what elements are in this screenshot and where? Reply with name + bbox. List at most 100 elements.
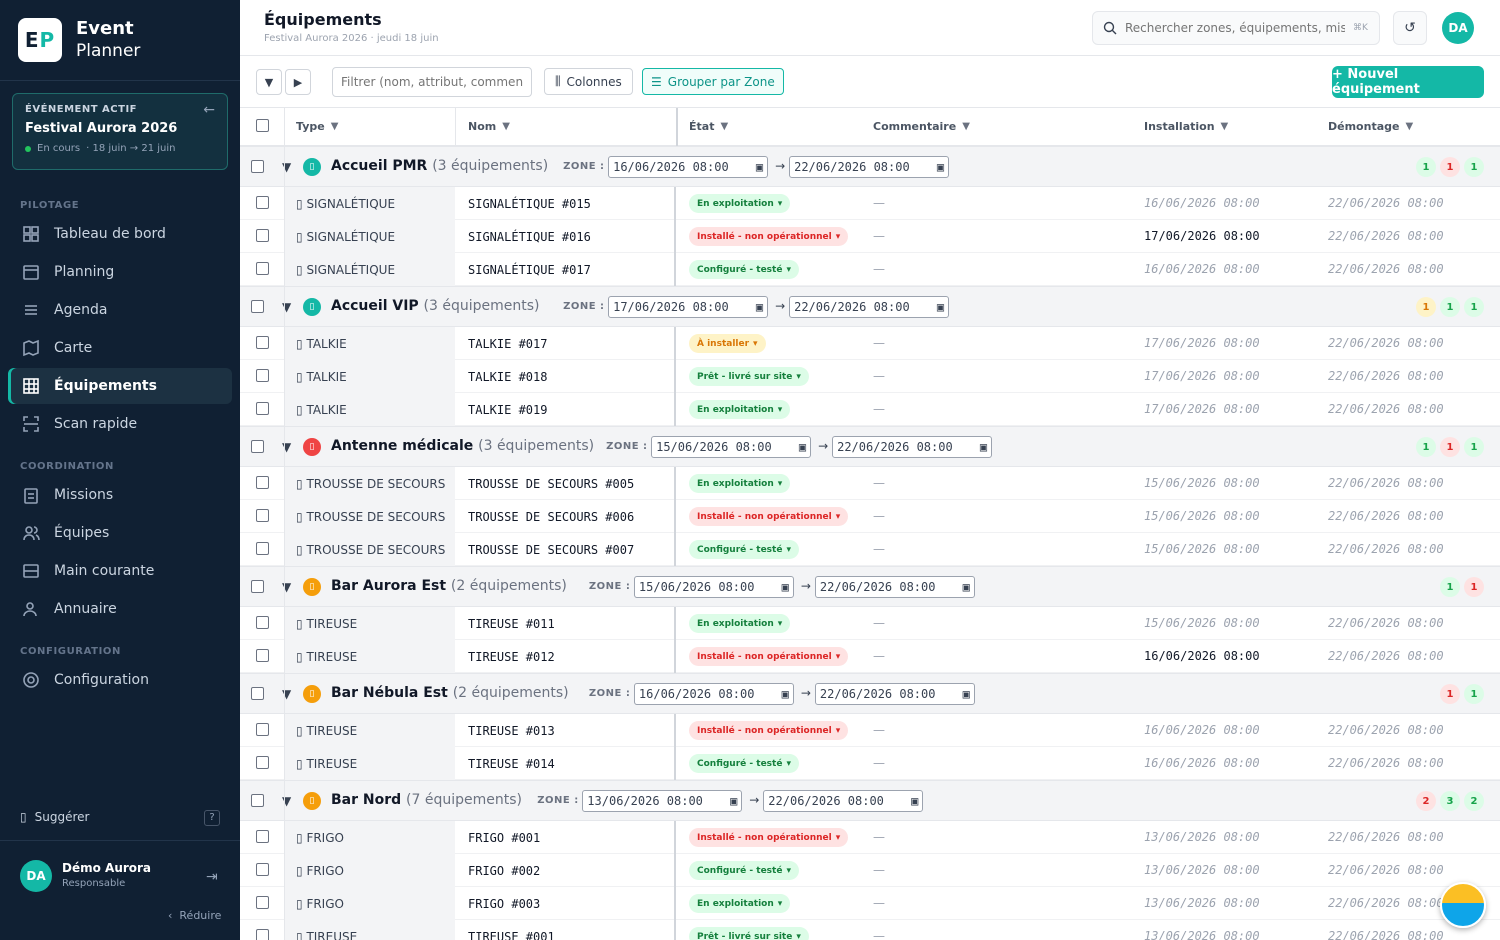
collapse-sidebar-button[interactable]: ‹ Réduire [168,909,222,922]
state-dropdown[interactable]: Configuré - testé ▾ [689,260,799,279]
row-checkbox[interactable] [256,929,269,940]
comment-cell[interactable]: — [873,476,885,490]
equipment-name[interactable]: TALKIE #018 [456,360,676,393]
dismantling-date[interactable]: 22/06/2026 08:00 [1328,863,1444,877]
dismantling-date[interactable]: 22/06/2026 08:00 [1328,616,1444,630]
filter-icon[interactable]: ▼ [1405,121,1414,132]
installation-date[interactable]: 13/06/2026 08:00 [1144,929,1260,940]
state-dropdown[interactable]: Installé - non opérationnel ▾ [689,721,849,740]
comment-cell[interactable]: — [873,756,885,770]
col-nom[interactable]: Nom ▼ [468,120,510,133]
sidebar-item--quipements[interactable]: Équipements [8,368,232,404]
equipment-name[interactable]: FRIGO #003 [456,887,676,920]
row-checkbox[interactable] [256,896,269,909]
comment-cell[interactable]: — [873,336,885,350]
filter-icon[interactable]: ▼ [1220,121,1229,132]
zone-start-datetime[interactable]: 15/06/2026 08:00 ▣ [633,576,794,598]
expand-all-button[interactable]: ▶ [285,69,311,95]
state-dropdown[interactable]: En exploitation ▾ [689,194,791,213]
col-demontage[interactable]: Démontage ▼ [1328,120,1414,133]
installation-date[interactable]: 15/06/2026 08:00 [1144,616,1260,630]
col-installation[interactable]: Installation ▼ [1144,120,1229,133]
dismantling-date[interactable]: 22/06/2026 08:00 [1328,723,1444,737]
table-row[interactable]: ▯ FRIGO FRIGO #003 En exploitation ▾ — 13/06/… [240,887,1500,920]
group-checkbox[interactable] [251,794,264,807]
sidebar-item-configuration[interactable]: Configuration [8,662,232,698]
row-checkbox[interactable] [256,336,269,349]
logout-icon[interactable]: ⇥ [206,869,218,885]
table-row[interactable]: ▯ TALKIE TALKIE #017 À installer ▾ — 17/06/20… [240,327,1500,360]
collapse-icon[interactable]: ▼ [282,580,292,594]
dismantling-date[interactable]: 22/06/2026 08:00 [1328,830,1444,844]
zone-group-header[interactable]: ▼ ▯ Accueil PMR (3 équipements) ZONE :16/06… [240,146,1500,187]
installation-date[interactable]: 16/06/2026 08:00 [1144,196,1260,210]
equipment-name[interactable]: TROUSSE DE SECOURS #006 [456,500,676,533]
table-row[interactable]: ▯ TIREUSE TIREUSE #014 Configuré - testé ▾ —… [240,747,1500,780]
equipment-name[interactable]: TIREUSE #013 [456,714,676,747]
table-row[interactable]: ▯ TROUSSE DE SECOURS TROUSSE DE SECOURS #… [240,500,1500,533]
table-row[interactable]: ▯ FRIGO FRIGO #002 Configuré - testé ▾ — 13/0… [240,854,1500,887]
collapse-icon[interactable]: ▼ [282,440,292,454]
row-checkbox[interactable] [256,402,269,415]
comment-cell[interactable]: — [873,863,885,877]
filter-input[interactable] [332,67,532,97]
row-checkbox[interactable] [256,196,269,209]
table-row[interactable]: ▯ TALKIE TALKIE #018 Prêt - livré sur site… [240,360,1500,393]
row-checkbox[interactable] [256,229,269,242]
global-search[interactable]: ⌘K [1092,11,1380,45]
sidebar-item-missions[interactable]: Missions [8,477,232,513]
group-checkbox[interactable] [251,440,264,453]
comment-cell[interactable]: — [873,196,885,210]
row-checkbox[interactable] [256,863,269,876]
equipment-name[interactable]: FRIGO #001 [456,821,676,854]
state-dropdown[interactable]: En exploitation ▾ [689,894,791,913]
zone-end-datetime[interactable]: 22/06/2026 08:00 ▣ [763,790,924,812]
comment-cell[interactable]: — [873,509,885,523]
zone-end-datetime[interactable]: 22/06/2026 08:00 ▣ [789,156,950,178]
equipment-name[interactable]: TROUSSE DE SECOURS #005 [456,467,676,500]
dismantling-date[interactable]: 22/06/2026 08:00 [1328,336,1444,350]
zone-start-datetime[interactable]: 16/06/2026 08:00 ▣ [633,683,794,705]
row-checkbox[interactable] [256,509,269,522]
sidebar-item-tableau-de-bord[interactable]: Tableau de bord [8,216,232,252]
state-dropdown[interactable]: Prêt - livré sur site ▾ [689,367,809,386]
active-event-card[interactable]: ÉVÉNEMENT ACTIF ← Festival Aurora 2026 E… [12,93,228,170]
row-checkbox[interactable] [256,616,269,629]
filter-icon[interactable]: ▼ [502,121,510,132]
state-dropdown[interactable]: Installé - non opérationnel ▾ [689,227,849,246]
help-icon[interactable]: ? [204,810,220,826]
collapse-icon[interactable]: ▼ [282,687,292,701]
state-dropdown[interactable]: Installé - non opérationnel ▾ [689,507,849,526]
row-checkbox[interactable] [256,756,269,769]
row-checkbox[interactable] [256,649,269,662]
installation-date[interactable]: 15/06/2026 08:00 [1144,509,1260,523]
collapse-icon[interactable]: ▼ [282,160,292,174]
row-checkbox[interactable] [256,262,269,275]
zone-start-datetime[interactable]: 15/06/2026 08:00 ▣ [651,436,812,458]
comment-cell[interactable]: — [873,830,885,844]
table-row[interactable]: ▯ SIGNALÉTIQUE SIGNALÉTIQUE #016 Installé … [240,220,1500,253]
user-avatar[interactable]: DA [20,860,52,892]
equipment-name[interactable]: SIGNALÉTIQUE #015 [456,187,676,220]
installation-date[interactable]: 16/06/2026 08:00 [1144,756,1260,770]
installation-date[interactable]: 13/06/2026 08:00 [1144,830,1260,844]
group-checkbox[interactable] [251,687,264,700]
equipment-name[interactable]: TIREUSE #012 [456,640,676,673]
equipment-name[interactable]: SIGNALÉTIQUE #016 [456,220,676,253]
table-row[interactable]: ▯ TIREUSE TIREUSE #013 Installé - non opér… [240,714,1500,747]
zone-group-header[interactable]: ▼ ▯ Antenne médicale (3 équipements) ZONE :… [240,426,1500,467]
sidebar-item-annuaire[interactable]: Annuaire [8,591,232,627]
columns-button[interactable]: ⫼ Colonnes [544,68,633,95]
sidebar-item-scan-rapide[interactable]: Scan rapide [8,406,232,442]
sidebar-item-carte[interactable]: Carte [8,330,232,366]
dismantling-date[interactable]: 22/06/2026 08:00 [1328,509,1444,523]
comment-cell[interactable]: — [873,929,885,940]
equipment-name[interactable]: SIGNALÉTIQUE #017 [456,253,676,286]
dismantling-date[interactable]: 22/06/2026 08:00 [1328,262,1444,276]
installation-date[interactable]: 17/06/2026 08:00 [1144,402,1260,416]
sidebar-item-planning[interactable]: Planning [8,254,232,290]
comment-cell[interactable]: — [873,262,885,276]
state-dropdown[interactable]: Configuré - testé ▾ [689,540,799,559]
comment-cell[interactable]: — [873,229,885,243]
zone-end-datetime[interactable]: 22/06/2026 08:00 ▣ [832,436,993,458]
